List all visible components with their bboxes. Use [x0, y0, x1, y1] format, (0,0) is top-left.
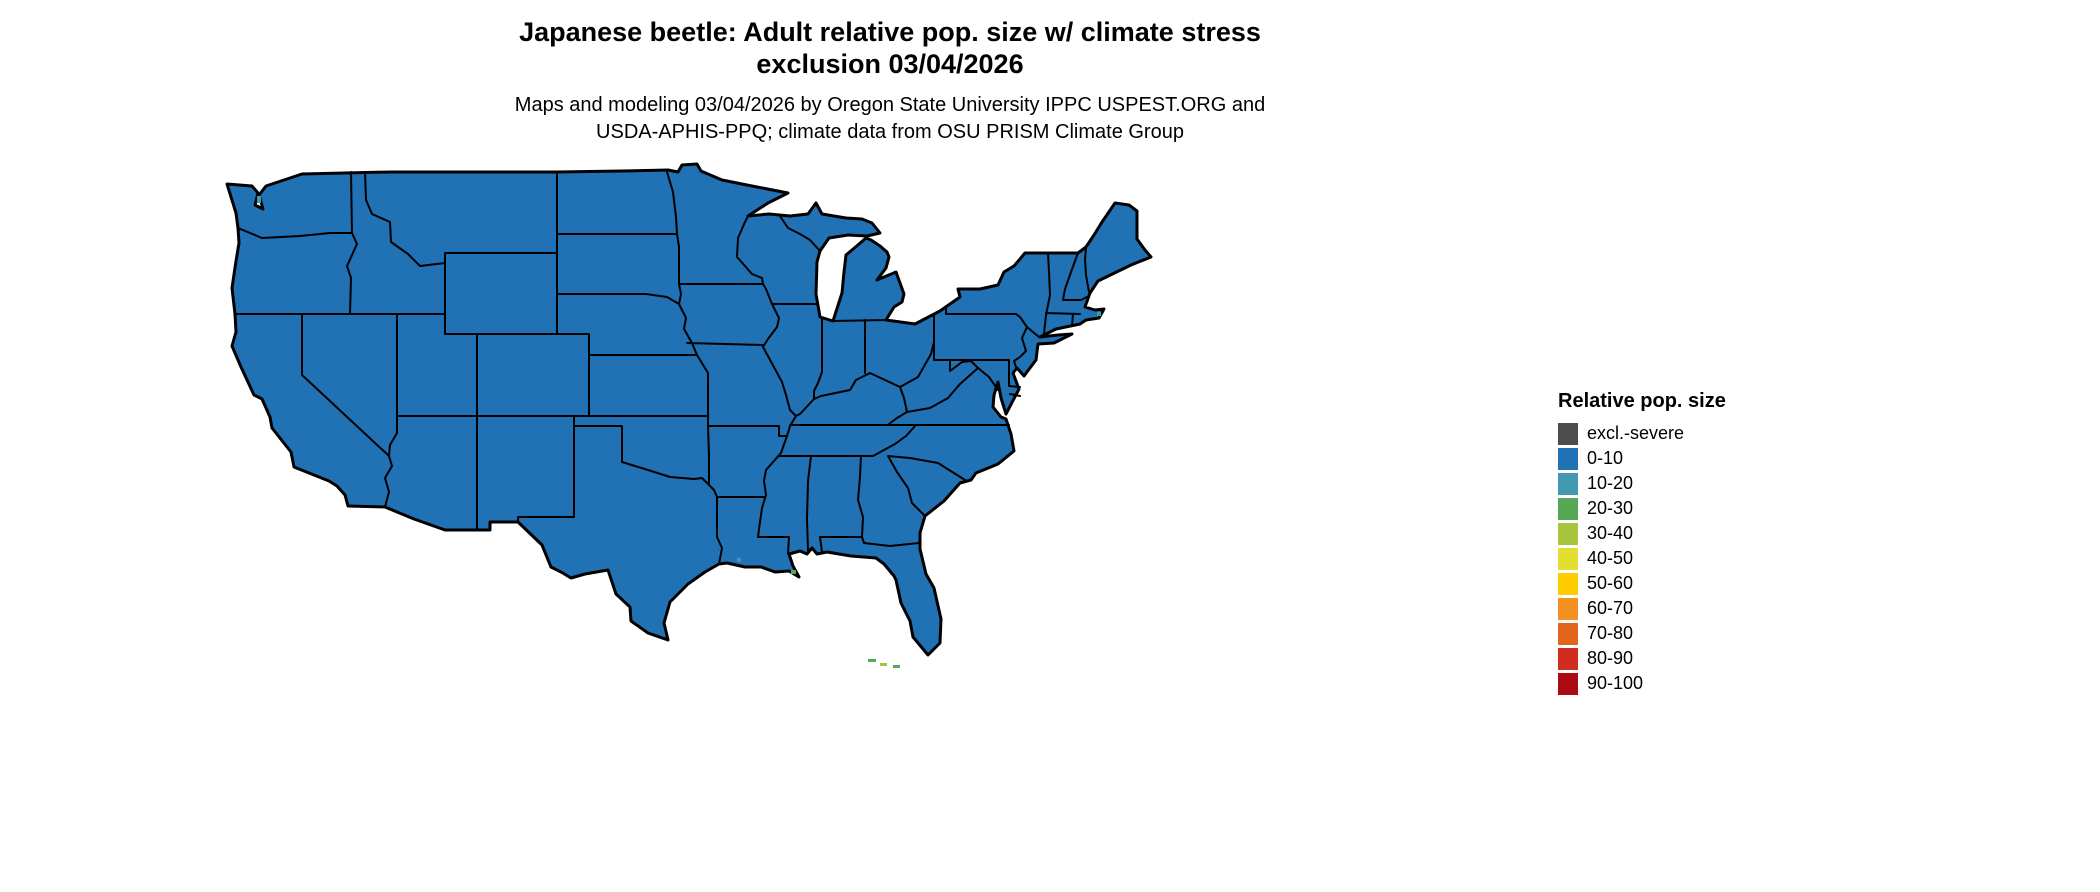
legend-item: 30-40	[1558, 521, 1788, 546]
legend-swatch	[1558, 622, 1578, 645]
legend-label: 80-90	[1587, 648, 1634, 668]
legend-label: excl.-severe	[1587, 423, 1685, 443]
legend-label: 40-50	[1587, 548, 1634, 568]
legend-title: Relative pop. size	[1558, 390, 1726, 412]
legend-item: excl.-severe	[1558, 421, 1788, 446]
legend-swatch	[1558, 472, 1578, 495]
legend-label: 50-60	[1587, 573, 1634, 593]
conus-outline	[225, 162, 1153, 657]
legend-label: 30-40	[1587, 523, 1634, 543]
map-title-line1: Japanese beetle: Adult relative pop. siz…	[519, 17, 1261, 47]
legend-label: 60-70	[1587, 598, 1634, 618]
legend-item: 10-20	[1558, 471, 1788, 496]
legend-item: 20-30	[1558, 496, 1788, 521]
coastal-cell	[893, 665, 900, 668]
legend-swatch	[1558, 447, 1578, 470]
legend-swatch	[1558, 572, 1578, 595]
legend-item: 60-70	[1558, 596, 1788, 621]
us-map	[225, 160, 1155, 676]
legend-item: 90-100	[1558, 671, 1788, 696]
legend-label: 10-20	[1587, 473, 1634, 493]
legend-swatch	[1558, 422, 1578, 445]
coastal-cell	[868, 659, 876, 662]
legend-item: 50-60	[1558, 571, 1788, 596]
legend-label: 0-10	[1587, 448, 1624, 468]
legend-label: 20-30	[1587, 498, 1634, 518]
coastal-cell	[791, 570, 796, 574]
map-subtitle-line2: USDA-APHIS-PPQ; climate data from OSU PR…	[596, 121, 1184, 143]
map-subtitle-line1: Maps and modeling 03/04/2026 by Oregon S…	[514, 94, 1266, 116]
legend-label: 70-80	[1587, 623, 1634, 643]
coastal-cell	[880, 663, 887, 666]
legend-swatch	[1558, 547, 1578, 570]
legend: Relative pop. size excl.-severe 0-10 10-…	[1558, 390, 1788, 696]
legend-label: 90-100	[1587, 673, 1644, 693]
coastal-cell	[257, 196, 261, 203]
legend-swatch	[1558, 672, 1578, 695]
legend-item: 80-90	[1558, 646, 1788, 671]
legend-item: 0-10	[1558, 446, 1788, 471]
header: Japanese beetle: Adult relative pop. siz…	[0, 16, 1780, 146]
coastal-cells	[257, 196, 1101, 668]
legend-swatch	[1558, 522, 1578, 545]
map-subtitle: Maps and modeling 03/04/2026 by Oregon S…	[0, 92, 1780, 146]
legend-item: 70-80	[1558, 621, 1788, 646]
legend-swatch	[1558, 647, 1578, 670]
map-title-line2: exclusion 03/04/2026	[756, 49, 1024, 79]
coastal-cell	[737, 558, 741, 562]
legend-swatch	[1558, 597, 1578, 620]
us-map-svg	[225, 162, 1153, 668]
coastal-cell	[1097, 312, 1101, 316]
state-borders	[234, 171, 1090, 565]
legend-item: 40-50	[1558, 546, 1788, 571]
legend-swatch	[1558, 497, 1578, 520]
